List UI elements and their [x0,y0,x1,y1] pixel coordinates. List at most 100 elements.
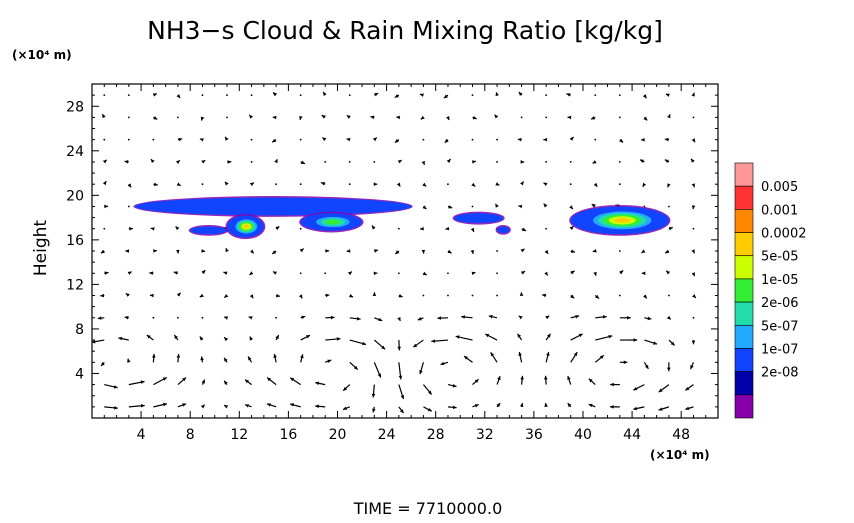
wind-vector [300,139,302,141]
cloud-body [454,213,503,223]
wind-vector [251,94,253,96]
wind-vector [619,250,621,252]
time-footer: TIME = 7710000.0 [353,499,503,518]
wind-vector [447,272,449,274]
wind-vector [496,295,498,297]
cloud-region [226,214,266,239]
wind-vector [619,94,621,96]
y-tick-label: 8 [75,322,84,338]
colorbar-label: 0.0002 [761,227,807,242]
plot-background [92,84,718,418]
colorbar-swatch [735,163,753,186]
colorbar-swatch [735,348,753,371]
wind-vector [128,117,130,119]
y-tick-label: 12 [66,277,84,293]
colorbar-label: 2e-08 [761,366,799,381]
colorbar-swatch [735,302,753,325]
plot-area [92,84,718,418]
wind-vector [594,139,596,141]
wind-vector [324,272,326,274]
colorbar-swatch [735,325,753,348]
x-tick-label: 36 [525,427,543,443]
wind-vector [693,117,695,119]
wind-vector [373,161,375,163]
wind-vector [423,295,425,297]
wind-vector [202,317,204,319]
wind-vector [594,94,596,96]
wind-vector [496,161,498,163]
x-tick-label: 12 [230,427,248,443]
cloud-body [497,227,509,234]
wind-vector [668,295,670,297]
wind-vector [275,317,277,319]
y-axis-unit: (×10⁴ m) [12,48,72,62]
cloud-body [135,198,411,216]
y-axis-label: Height [31,220,51,277]
wind-vector [152,139,154,141]
y-tick-label: 24 [66,144,84,160]
wind-vector [300,228,302,230]
cloud-core [243,224,249,228]
wind-vector [300,272,302,274]
colorbar-label: 0.005 [761,180,798,195]
cloud-core [325,220,340,225]
colorbar-swatch [735,279,753,302]
wind-vector [103,94,105,96]
colorbar-swatch [735,233,753,256]
wind-vector [545,228,547,230]
colorbar-label: 0.001 [761,203,798,218]
y-tick-label: 4 [75,366,84,382]
cloud-region [569,205,670,236]
cloud-region [189,225,229,236]
x-tick-label: 24 [378,427,396,443]
colorbar-swatch [735,256,753,279]
wind-vector [128,206,130,208]
wind-vector [545,94,547,96]
colorbar: 0.0050.0010.00025e-051e-052e-065e-071e-0… [735,163,807,418]
cloud-region [133,196,412,217]
cloud-region [453,212,505,225]
x-tick-label: 4 [137,427,146,443]
wind-vector [177,117,179,119]
y-tick-label: 28 [66,99,84,115]
x-tick-label: 48 [672,427,690,443]
wind-vector [693,317,695,319]
x-tick-label: 32 [476,427,494,443]
x-axis-unit: (×10⁴ m) [650,448,710,462]
wind-vector [128,94,130,96]
colorbar-label: 1e-07 [761,342,799,357]
x-tick-label: 28 [427,427,445,443]
wind-vector [251,139,253,141]
wind-vector [619,295,621,297]
colorbar-label: 5e-07 [761,319,799,334]
wind-vector [496,250,498,252]
colorbar-swatch [735,372,753,395]
wind-vector [398,228,400,230]
colorbar-swatch [735,209,753,232]
wind-vector [668,206,670,208]
colorbar-label: 2e-06 [761,296,799,311]
wind-vector [128,139,130,141]
wind-vector [570,161,572,163]
cloud-body [190,227,227,235]
wind-vector [152,317,154,319]
wind-vector [398,272,400,274]
x-tick-label: 16 [279,427,297,443]
wind-vector [251,161,253,163]
wind-vector [619,183,621,185]
y-tick-label: 16 [66,233,84,249]
wind-vector [521,117,523,119]
wind-vector [324,161,326,163]
wind-vector [570,183,572,185]
wind-vector [545,161,547,163]
wind-vector [300,183,302,185]
x-tick-label: 20 [329,427,347,443]
wind-vector [545,117,547,119]
wind-vector [619,117,621,119]
x-tick-label: 40 [574,427,592,443]
wind-vector [202,94,204,96]
wind-vector [226,117,228,119]
wind-vector [472,139,474,141]
